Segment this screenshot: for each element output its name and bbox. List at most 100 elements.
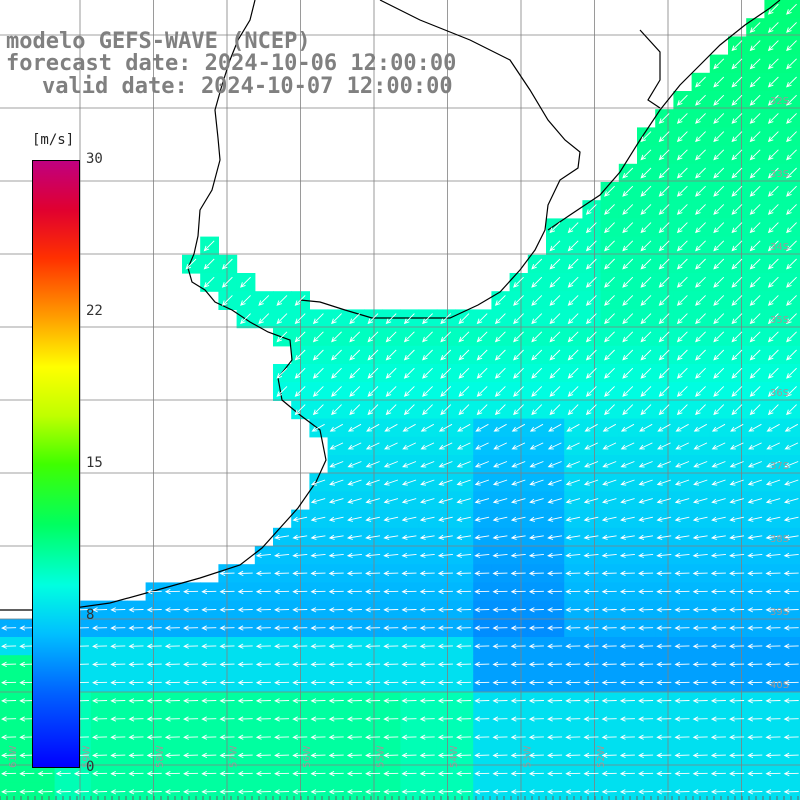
wind-arrow (640, 258, 652, 270)
wind-arrow (110, 607, 126, 613)
wind-arrow (583, 607, 599, 613)
wind-arrow (92, 752, 108, 759)
wind-arrow (549, 276, 561, 288)
wind-arrow (1, 698, 17, 704)
wind-arrow (749, 131, 761, 143)
wind-arrow (640, 331, 652, 343)
wind-arrow (474, 716, 490, 722)
wind-arrow (786, 22, 797, 33)
wind-arrow (729, 479, 744, 486)
wind-arrow (692, 552, 708, 558)
wind-arrow (528, 789, 544, 795)
wind-arrow (656, 625, 672, 631)
wind-arrow (476, 367, 488, 379)
wind-arrow (294, 313, 306, 325)
wind-arrow (767, 3, 779, 15)
wind-arrow (765, 625, 781, 631)
wind-arrow (585, 313, 597, 325)
wind-arrow (237, 570, 253, 577)
latitude-label: 37S (770, 461, 789, 472)
wind-arrow (747, 698, 763, 704)
wind-arrow (312, 313, 324, 325)
wind-arrow (183, 607, 199, 613)
wind-arrow (456, 607, 472, 613)
wind-arrow (584, 442, 598, 450)
wind-arrow (440, 331, 452, 343)
wind-arrow (440, 367, 452, 379)
wind-arrow (585, 240, 597, 252)
wind-arrow (786, 258, 797, 270)
wind-arrow (528, 734, 544, 740)
wind-arrow (604, 367, 615, 379)
wind-arrow (676, 386, 688, 397)
wind-arrow (786, 76, 797, 88)
wind-arrow (767, 349, 779, 361)
wind-arrow (676, 240, 688, 252)
wind-arrow (531, 331, 543, 343)
wind-arrow (638, 607, 654, 613)
wind-arrow (528, 771, 544, 777)
wind-arrow (510, 643, 526, 649)
wind-arrow (547, 625, 563, 631)
wind-arrow (492, 516, 508, 522)
wind-arrow (711, 461, 726, 468)
wind-arrow (713, 76, 725, 88)
wind-arrow (383, 570, 399, 577)
wind-arrow (458, 386, 470, 397)
wind-arrow (658, 386, 670, 397)
wind-arrow (547, 498, 562, 504)
wind-arrow (731, 149, 743, 161)
wind-arrow (674, 789, 690, 795)
wind-arrow (164, 643, 180, 649)
wind-arrow (310, 570, 326, 577)
wind-arrow (583, 498, 599, 504)
wind-arrow (310, 752, 326, 759)
wind-arrow (456, 498, 471, 504)
wind-arrow (547, 607, 563, 613)
wind-arrow (528, 589, 544, 595)
wind-arrow (328, 771, 344, 777)
wind-arrow (92, 734, 108, 740)
wind-arrow (383, 734, 399, 740)
wind-arrow (784, 498, 799, 504)
wind-arrow (255, 607, 271, 613)
wind-arrow (365, 589, 381, 595)
wind-arrow (401, 552, 417, 558)
wind-arrow (583, 789, 599, 795)
wind-arrow (19, 680, 35, 686)
wind-arrow (547, 734, 563, 740)
wind-arrow (783, 570, 799, 577)
wind-arrow (729, 698, 745, 704)
wind-arrow (783, 661, 799, 668)
wind-arrow (549, 295, 561, 306)
wind-arrow (183, 661, 199, 668)
wind-arrow (437, 607, 453, 613)
wind-arrow (674, 661, 690, 668)
wind-arrow (619, 570, 635, 577)
wind-arrow (237, 661, 253, 668)
wind-arrow (110, 789, 126, 795)
wind-arrow (676, 94, 688, 106)
wind-arrow (620, 516, 635, 522)
wind-arrow (55, 789, 71, 795)
wind-arrow (492, 534, 508, 540)
wind-arrow (676, 276, 688, 288)
wind-arrow (747, 534, 763, 540)
wind-arrow (164, 625, 180, 631)
wind-arrow (658, 367, 670, 379)
wind-arrow (365, 625, 381, 631)
wind-arrow (403, 386, 415, 397)
wind-arrow (747, 552, 763, 558)
wind-arrow (695, 313, 706, 325)
wind-arrow (565, 516, 581, 522)
wind-arrow (710, 607, 726, 613)
wind-arrow (601, 643, 617, 649)
wind-arrow (695, 222, 706, 234)
wind-arrow (401, 716, 417, 722)
wind-arrow (255, 698, 271, 704)
wind-arrow (583, 771, 599, 777)
wind-arrow (347, 442, 362, 450)
wind-arrow (767, 149, 779, 161)
wind-arrow (619, 734, 635, 740)
wind-arrow (747, 625, 763, 631)
